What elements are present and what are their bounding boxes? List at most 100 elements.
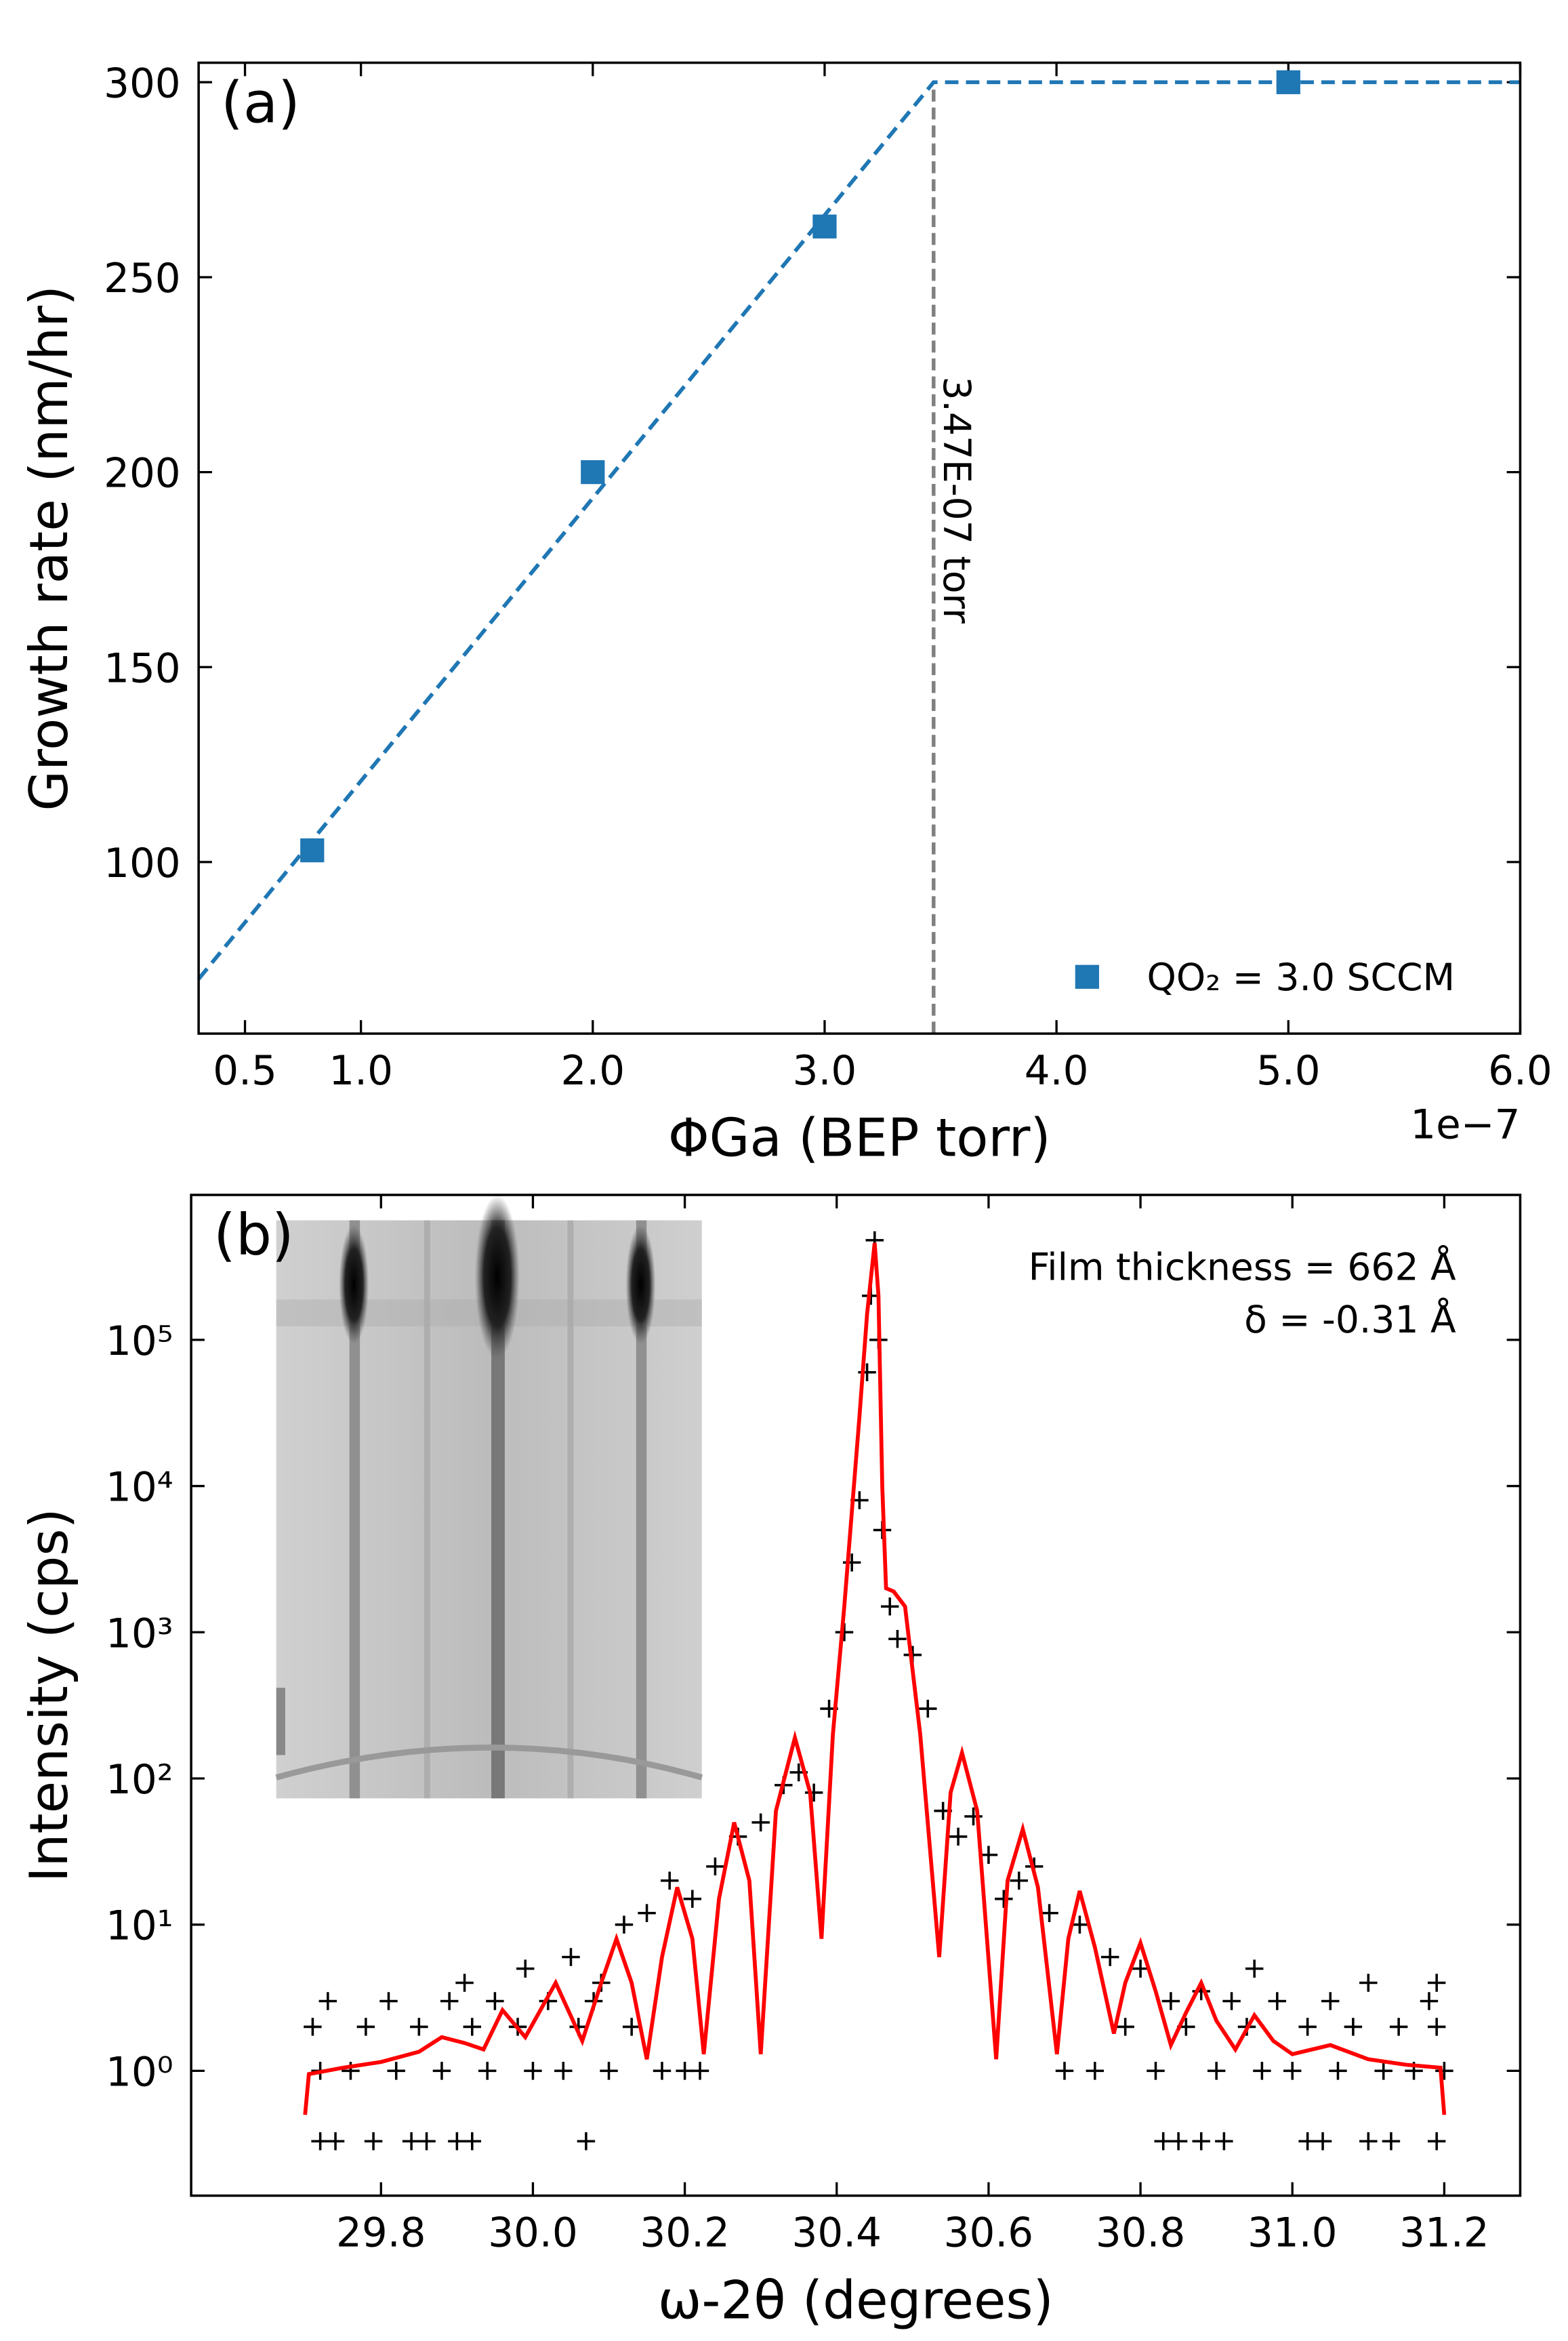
point — [979, 1846, 998, 1864]
point — [1169, 2132, 1188, 2151]
point — [638, 1904, 656, 1922]
point — [751, 1813, 770, 1832]
point — [880, 1597, 899, 1616]
point — [387, 2062, 405, 2080]
x-tick-label: 1.0 — [329, 1048, 393, 1095]
point — [1055, 2062, 1074, 2080]
point — [676, 2062, 694, 2080]
point — [1435, 2062, 1453, 2080]
point — [402, 2132, 421, 2151]
point — [417, 2132, 436, 2151]
x-tick-label: 30.8 — [1096, 2210, 1185, 2256]
point — [1192, 2132, 1210, 2151]
point — [615, 1915, 634, 1934]
x-tick-label: 30.6 — [944, 2210, 1033, 2256]
panel: 0.5 1.0 2.0 3.0 4.0 5.0 6.0 100 150 200 250 300 3.47… — [19, 60, 1552, 1168]
point — [1010, 1871, 1028, 1890]
x-axis-label: ΦGa (BEP torr) — [668, 1108, 1051, 1169]
point — [1382, 2132, 1401, 2151]
point — [448, 2132, 466, 2151]
point — [1359, 2132, 1378, 2151]
point — [486, 1992, 504, 2010]
point — [1086, 2062, 1105, 2080]
point — [356, 2018, 375, 2036]
point — [562, 1948, 580, 1966]
offset-text: 1e−7 — [1410, 1101, 1520, 1148]
point — [1420, 1992, 1439, 2010]
point — [326, 2132, 345, 2151]
y-tick-label: 10² — [106, 1757, 173, 1804]
point — [1222, 1992, 1241, 2010]
point — [919, 1699, 937, 1718]
point — [1071, 1915, 1089, 1934]
point — [1389, 2018, 1408, 2036]
x-tick-label: 29.8 — [336, 2210, 426, 2256]
point — [1040, 1904, 1058, 1922]
point — [1427, 2018, 1446, 2036]
point — [1268, 1992, 1287, 2010]
fit-line — [197, 80, 1521, 981]
point — [690, 2062, 709, 2080]
plot-frame — [197, 61, 1522, 1035]
y-tick-label: 10¹ — [106, 1903, 173, 1950]
point — [1116, 2018, 1134, 2036]
point — [440, 1992, 459, 2010]
x-tick-label: 2.0 — [560, 1048, 625, 1095]
point — [1253, 2062, 1271, 2080]
point — [1101, 1948, 1119, 1966]
y-tick-label: 250 — [104, 256, 181, 302]
point — [379, 1992, 398, 2010]
point — [1147, 2062, 1165, 2080]
point — [432, 2062, 451, 2080]
legend-label: QO₂ = 3.0 SCCM — [1147, 956, 1455, 999]
annotation: δ = -0.31 Å — [1244, 1297, 1456, 1341]
y-axis-label: Intensity (cps) — [19, 1508, 80, 1882]
y-tick-label: 150 — [104, 645, 181, 692]
panel-label: (a) — [221, 70, 300, 136]
x-tick-label: 4.0 — [1025, 1048, 1089, 1095]
point — [1154, 2132, 1172, 2151]
point — [1207, 2062, 1226, 2080]
point — [524, 2062, 542, 2080]
point — [1283, 2062, 1302, 2080]
point — [554, 2062, 573, 2080]
point — [1374, 2062, 1392, 2080]
point — [804, 1783, 823, 1802]
point — [478, 2062, 497, 2080]
annotation: Film thickness = 662 Å — [1029, 1245, 1456, 1289]
point — [622, 2018, 641, 2036]
point — [1298, 2018, 1317, 2036]
panel-label: (b) — [213, 1202, 294, 1268]
x-tick-label: 30.0 — [488, 2210, 577, 2256]
x-tick-label: 30.2 — [640, 2210, 729, 2256]
point — [463, 2018, 482, 2036]
y-tick-label: 10⁰ — [106, 2049, 173, 2096]
point — [581, 460, 605, 485]
point — [1344, 2018, 1363, 2036]
point — [364, 2132, 383, 2151]
y-tick-label: 10⁴ — [106, 1465, 173, 1511]
point — [304, 2018, 322, 2036]
point — [410, 2018, 428, 2036]
y-tick-label: 100 — [104, 840, 181, 887]
point — [1321, 1992, 1340, 2010]
point — [1298, 2132, 1317, 2151]
point — [683, 1890, 702, 1908]
point — [888, 1629, 907, 1648]
y-tick-label: 300 — [104, 60, 181, 107]
x-tick-label: 5.0 — [1256, 1048, 1321, 1095]
point — [516, 1959, 535, 1978]
x-tick-label: 0.5 — [213, 1048, 277, 1095]
point — [311, 2132, 329, 2151]
point — [455, 1974, 474, 1992]
point — [1245, 1959, 1264, 1978]
x-tick-label: 30.4 — [792, 2210, 882, 2256]
point — [706, 1857, 724, 1876]
point — [318, 1992, 337, 2010]
y-tick-label: 10⁵ — [106, 1318, 173, 1365]
y-tick-label: 200 — [104, 451, 181, 497]
point — [463, 2132, 482, 2151]
x-tick-label: 6.0 — [1488, 1048, 1552, 1095]
